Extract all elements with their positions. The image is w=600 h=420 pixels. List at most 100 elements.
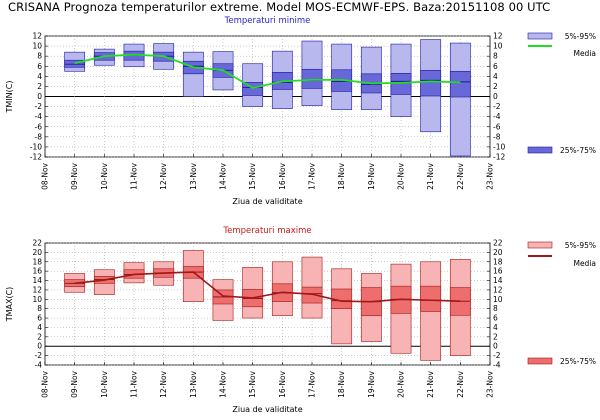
y-tick-label-left-1: -2: [35, 351, 43, 360]
x-tick-label-1: 08-Nov: [41, 370, 50, 397]
chart-title-0: Temperaturi minime: [224, 16, 311, 26]
y-tick-label-right-1: 10: [493, 295, 503, 304]
y-tick-label-right-0: 8: [493, 52, 498, 61]
x-tick-label-1: 19-Nov: [367, 370, 376, 397]
y-tick-label-right-0: 12: [493, 32, 503, 41]
y-tick-label-left-0: 2: [37, 82, 42, 91]
x-tick-label-0: 23-Nov: [486, 162, 495, 189]
x-axis-label-0: Ziua de validitate: [232, 197, 302, 206]
x-tick-label-1: 21-Nov: [426, 370, 435, 397]
legend-swatch-5-95: [527, 241, 553, 249]
y-tick-label-left-1: 18: [32, 257, 42, 266]
legend-label: Media: [573, 259, 596, 268]
x-tick-label-1: 17-Nov: [308, 370, 317, 397]
y-tick-label-right-1: 6: [493, 314, 498, 323]
y-tick-label-right-0: 6: [493, 62, 498, 71]
x-tick-label-0: 19-Nov: [367, 162, 376, 189]
y-tick-label-right-1: 4: [493, 323, 498, 332]
x-axis-label-1: Ziua de validitate: [232, 405, 302, 414]
x-tick-label-1: 10-Nov: [100, 370, 109, 397]
y-tick-label-left-0: 6: [37, 62, 42, 71]
legend-label: 5%-95%: [565, 32, 596, 41]
y-tick-label-right-1: 8: [493, 304, 498, 313]
box-25-75: [420, 285, 442, 312]
y-tick-label-left-0: 10: [32, 42, 42, 51]
x-tick-label-1: 14-Nov: [219, 370, 228, 397]
whisker-box-5-95: [449, 42, 471, 157]
y-tick-label-left-1: 12: [32, 285, 42, 294]
plot-area-1: [44, 242, 491, 366]
y-tick-label-right-1: 0: [493, 342, 498, 351]
y-tick-label-right-0: -2: [493, 102, 501, 111]
y-tick-label-right-1: 2: [493, 332, 498, 341]
page-title: CRISANA Prognoza temperaturilor extreme.…: [8, 0, 551, 14]
y-tick-label-right-0: -4: [493, 112, 501, 121]
legend-label: 25%-75%: [560, 146, 596, 155]
y-tick-label-left-1: 14: [32, 276, 42, 285]
legend-swatch-25-75: [527, 357, 553, 365]
y-tick-label-right-0: -6: [493, 122, 501, 131]
y-tick-label-right-0: 0: [493, 92, 498, 101]
y-tick-label-right-0: 10: [493, 42, 503, 51]
y-tick-label-right-0: 2: [493, 82, 498, 91]
box-25-75: [301, 68, 323, 89]
x-tick-label-1: 23-Nov: [486, 370, 495, 397]
x-tick-label-1: 09-Nov: [70, 370, 79, 397]
y-tick-label-left-0: -8: [35, 132, 43, 141]
y-tick-label-left-1: 0: [37, 342, 42, 351]
x-tick-label-1: 18-Nov: [337, 370, 346, 397]
mean-line-1: [74, 271, 461, 303]
y-axis-label-0: TMIN(C): [5, 81, 14, 114]
x-tick-label-0: 15-Nov: [248, 162, 257, 189]
y-tick-label-left-1: 4: [37, 323, 42, 332]
x-tick-label-0: 17-Nov: [308, 162, 317, 189]
y-tick-label-left-0: -10: [30, 142, 42, 151]
y-tick-label-right-0: 4: [493, 72, 498, 81]
x-tick-label-1: 16-Nov: [278, 370, 287, 397]
x-tick-label-0: 20-Nov: [397, 162, 406, 189]
y-tick-label-right-1: 16: [493, 267, 503, 276]
x-tick-label-1: 22-Nov: [456, 370, 465, 397]
x-tick-label-1: 20-Nov: [397, 370, 406, 397]
x-tick-label-1: 12-Nov: [159, 370, 168, 397]
y-tick-label-left-0: -2: [35, 102, 43, 111]
x-tick-label-1: 13-Nov: [189, 370, 198, 397]
y-tick-label-left-0: 0: [37, 92, 42, 101]
box-25-75: [420, 69, 442, 97]
y-tick-label-left-0: 4: [37, 72, 42, 81]
legend-label: 5%-95%: [565, 241, 596, 250]
whisker-box-5-95: [182, 51, 204, 97]
y-tick-label-right-1: -4: [493, 361, 501, 370]
y-tick-label-right-0: -12: [493, 153, 505, 162]
y-tick-label-right-1: 22: [493, 239, 503, 248]
box-25-75: [301, 286, 323, 304]
y-tick-label-left-0: -12: [30, 153, 42, 162]
y-tick-label-right-0: -8: [493, 132, 501, 141]
box-25-75: [449, 70, 471, 98]
y-tick-label-left-0: 12: [32, 32, 42, 41]
x-tick-label-0: 18-Nov: [337, 162, 346, 189]
y-tick-label-left-1: 8: [37, 304, 42, 313]
y-tick-label-left-1: 6: [37, 314, 42, 323]
chart-title-1: Temperaturi maxime: [222, 226, 311, 236]
x-tick-label-1: 11-Nov: [130, 370, 139, 397]
legend-label: 25%-75%: [560, 357, 596, 366]
x-tick-label-0: 22-Nov: [456, 162, 465, 189]
x-tick-label-0: 12-Nov: [159, 162, 168, 189]
x-tick-label-0: 10-Nov: [100, 162, 109, 189]
mean-line-0: [74, 53, 461, 89]
y-tick-label-right-1: 18: [493, 257, 503, 266]
x-tick-label-0: 21-Nov: [426, 162, 435, 189]
legend-swatch-25-75: [527, 146, 553, 154]
y-axis-label-1: TMAX(C): [5, 287, 14, 323]
x-tick-label-0: 11-Nov: [130, 162, 139, 189]
x-tick-label-0: 08-Nov: [41, 162, 50, 189]
y-tick-label-left-1: 16: [32, 267, 42, 276]
y-tick-label-left-1: 10: [32, 295, 42, 304]
x-tick-label-0: 14-Nov: [219, 162, 228, 189]
y-tick-label-right-1: 20: [493, 248, 503, 257]
legend-swatch-5-95: [527, 32, 553, 40]
y-tick-label-right-1: -2: [493, 351, 501, 360]
y-tick-label-left-0: -6: [35, 122, 43, 131]
